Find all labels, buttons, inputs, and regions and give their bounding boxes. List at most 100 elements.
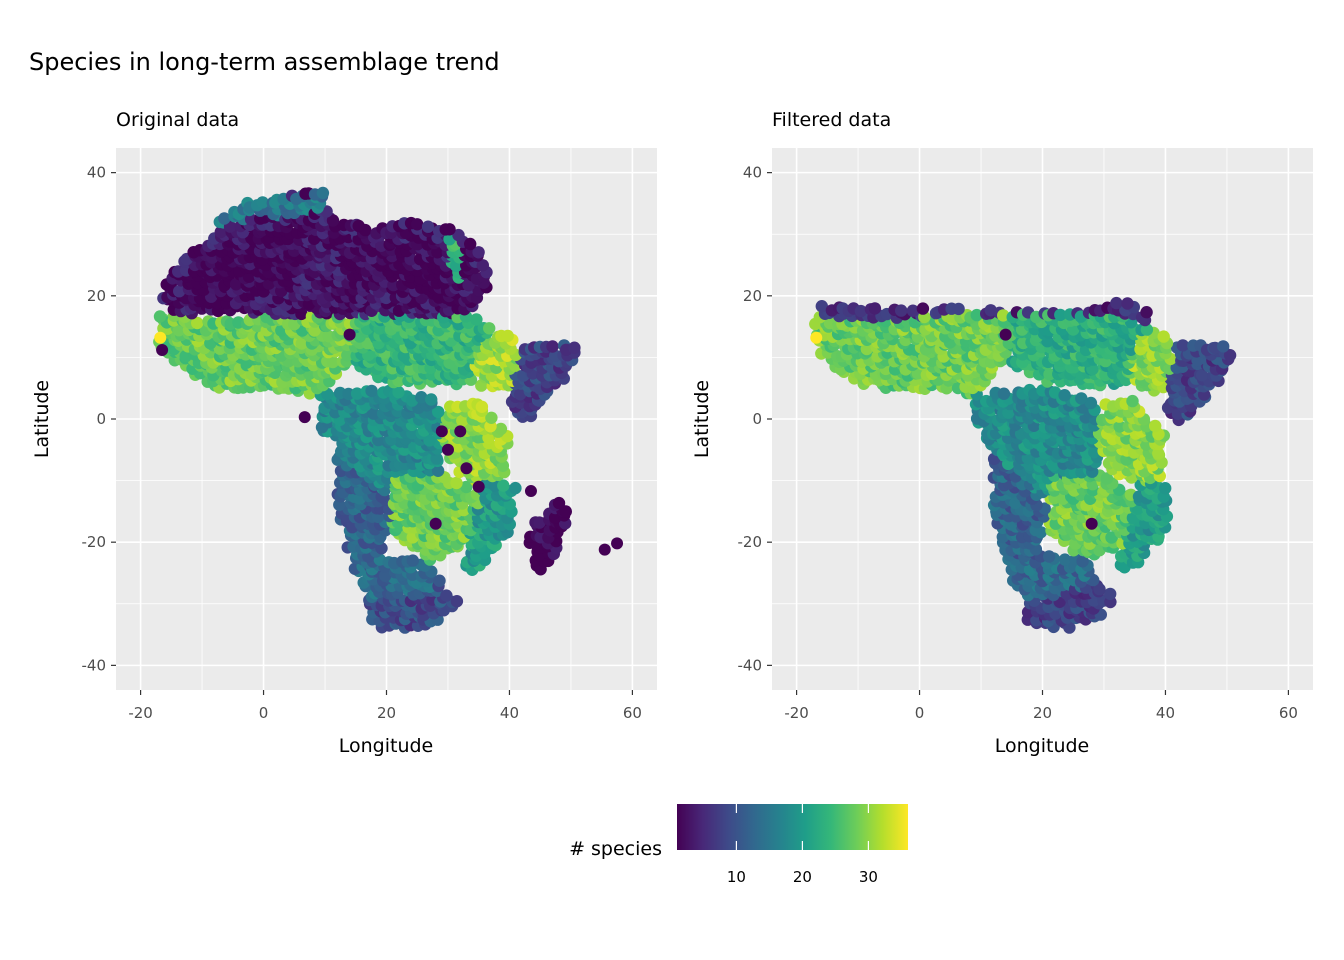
data-point [524, 485, 537, 498]
data-point [456, 414, 469, 427]
data-point [598, 543, 611, 556]
data-point [1048, 386, 1062, 399]
data-point [343, 328, 356, 341]
data-point [552, 496, 566, 510]
data-point [173, 285, 186, 298]
data-point [611, 537, 624, 550]
x-tick-label: 0 [259, 704, 269, 722]
data-point [868, 302, 882, 315]
data-point [326, 355, 339, 369]
data-point [1058, 553, 1072, 566]
data-point [435, 425, 448, 438]
data-point [472, 480, 485, 493]
data-point [425, 393, 438, 406]
data-point [429, 517, 442, 530]
data-point [172, 324, 186, 337]
data-point [1093, 583, 1106, 596]
data-point [443, 223, 456, 236]
data-point [154, 331, 167, 344]
data-point [559, 505, 572, 518]
data-point [365, 384, 378, 398]
x-tick-label: -20 [128, 704, 153, 722]
x-axis-title: Longitude [995, 735, 1090, 757]
data-point [1121, 297, 1134, 310]
x-axis-title: Longitude [339, 735, 434, 757]
data-point [1126, 511, 1140, 525]
data-point [454, 425, 467, 438]
x-tick-label: 40 [500, 704, 519, 722]
data-point [533, 516, 546, 529]
data-point [350, 387, 364, 400]
panel-original: Original data -20 0 20 40 60 -40 -20 0 20 40 Long… [31, 109, 657, 757]
data-point [509, 481, 522, 495]
data-point [952, 302, 965, 316]
data-point [450, 595, 464, 608]
data-point [1043, 368, 1056, 381]
data-point [1176, 339, 1190, 352]
panel-filtered: Filtered data -20 0 20 40 60 -40 -20 0 20 40 Long… [691, 109, 1313, 757]
data-point [450, 476, 463, 490]
data-point [1126, 394, 1139, 408]
y-axis-title: Latitude [691, 380, 713, 458]
data-point [1076, 555, 1089, 568]
data-point [485, 411, 498, 424]
data-point [298, 411, 311, 424]
data-point [1110, 296, 1123, 310]
data-point [996, 530, 1009, 544]
data-point [895, 304, 908, 317]
legend-tick-label: 20 [793, 868, 812, 886]
data-point [308, 324, 321, 337]
y-tick-label: 20 [87, 287, 106, 305]
data-point [1140, 323, 1154, 336]
data-point [1159, 482, 1172, 495]
y-tick-label: -20 [738, 533, 763, 551]
data-point [375, 542, 388, 555]
y-tick-label: 40 [743, 164, 762, 182]
data-point [218, 212, 231, 225]
data-point [984, 304, 997, 317]
data-point [1217, 340, 1230, 353]
x-tick-label: 60 [623, 704, 642, 722]
y-axis-title: Latitude [31, 380, 53, 458]
data-point [191, 316, 204, 330]
data-point [860, 342, 873, 356]
y-tick-label: 0 [96, 410, 106, 428]
data-point [229, 278, 243, 291]
data-point [421, 220, 435, 233]
y-tick-label: 40 [87, 164, 106, 182]
legend-tick-label: 30 [859, 868, 878, 886]
data-point [156, 344, 169, 357]
data-point [1105, 531, 1118, 544]
data-point [483, 322, 496, 335]
data-point [1085, 517, 1098, 530]
data-point [441, 443, 454, 456]
x-tick-label: 20 [1033, 704, 1052, 722]
data-point [494, 422, 508, 436]
legend-title: # species [569, 838, 662, 860]
data-point [367, 407, 380, 420]
x-tick-label: 0 [915, 704, 925, 722]
data-point [1084, 396, 1098, 410]
data-point [406, 554, 419, 567]
data-point [433, 574, 446, 587]
data-point [392, 385, 405, 399]
x-tick-label: -20 [784, 704, 809, 722]
data-point [1104, 587, 1117, 601]
data-point [460, 480, 473, 494]
data-point [411, 218, 424, 231]
data-point [1058, 389, 1071, 402]
data-point [568, 341, 581, 354]
data-point [916, 302, 930, 315]
data-point [431, 464, 445, 477]
data-point [153, 310, 167, 323]
data-point [379, 569, 392, 582]
data-point [1149, 419, 1162, 433]
data-point [316, 186, 330, 200]
data-point [1042, 550, 1056, 563]
data-point [470, 313, 483, 326]
data-point [997, 309, 1010, 322]
data-point [415, 391, 428, 404]
data-point [440, 589, 453, 602]
data-point [295, 337, 308, 350]
